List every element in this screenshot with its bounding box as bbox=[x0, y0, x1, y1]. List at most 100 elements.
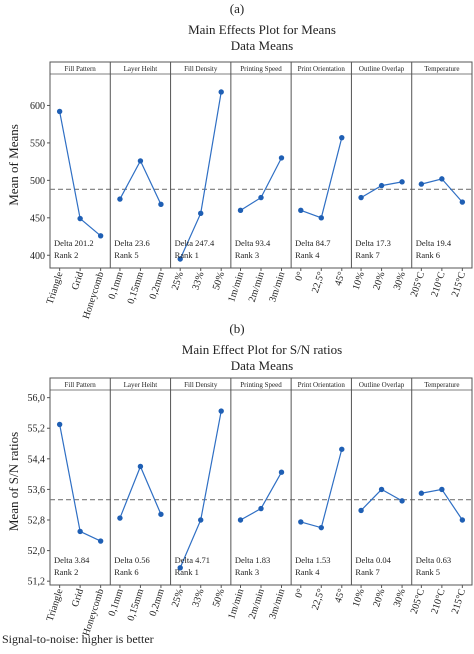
chart-subtitle: Data Means bbox=[231, 358, 293, 373]
factor-name: Temperature bbox=[424, 65, 459, 73]
data-point bbox=[378, 182, 385, 189]
factor-name: Fill Density bbox=[184, 65, 218, 73]
rank-annotation: Rank 4 bbox=[295, 250, 320, 260]
rank-annotation: Rank 2 bbox=[54, 250, 78, 260]
x-tick-label: 205°C bbox=[409, 270, 427, 298]
series-line bbox=[240, 157, 283, 211]
data-point bbox=[218, 89, 224, 95]
y-tick-label: 54,4 bbox=[28, 454, 46, 465]
x-tick-label: 210°C bbox=[429, 587, 447, 615]
y-tick-label: 55,2 bbox=[28, 424, 46, 435]
x-tick-label: 50% bbox=[211, 588, 227, 609]
data-point bbox=[439, 176, 445, 182]
delta-annotation: Delta 1.53 bbox=[295, 555, 330, 565]
x-tick-label: 3m/min bbox=[267, 588, 287, 621]
x-tick-label: 20% bbox=[371, 271, 387, 292]
y-tick-label: 52,8 bbox=[28, 516, 46, 527]
factor-name: Fill Pattern bbox=[64, 381, 96, 389]
x-tick-label: 210°C bbox=[429, 270, 447, 298]
x-tick-label: Grid bbox=[70, 588, 86, 609]
factor-name: Printing Speed bbox=[240, 381, 282, 389]
factor-panel: Outline Overlap 10% 20% 30% Delta 0.04 Rank 7 bbox=[351, 378, 412, 608]
x-tick-label: 1m/min bbox=[226, 271, 246, 304]
rank-annotation: Rank 1 bbox=[175, 567, 199, 577]
x-tick-label: 25% bbox=[170, 588, 186, 609]
data-point bbox=[198, 517, 204, 523]
data-point bbox=[459, 199, 466, 205]
data-point bbox=[278, 155, 285, 161]
delta-annotation: Delta 0.04 bbox=[355, 555, 391, 565]
x-tick-label: 0,2mm bbox=[148, 270, 167, 300]
x-tick-label: 20% bbox=[371, 588, 387, 609]
x-tick-label: 0,1mm bbox=[107, 270, 126, 300]
data-point bbox=[237, 517, 244, 523]
data-point bbox=[198, 210, 204, 217]
x-tick-label: Honeycomb bbox=[81, 588, 107, 638]
delta-annotation: Delta 3.84 bbox=[54, 555, 90, 565]
x-tick-label: 0,15mm bbox=[126, 270, 147, 305]
y-tick-label: 53,6 bbox=[28, 485, 46, 496]
factor-name: Printing Speed bbox=[240, 65, 282, 73]
x-tick-label: Grid bbox=[70, 271, 86, 292]
factor-name: Print Orientation bbox=[298, 381, 346, 389]
factor-panel: Temperature 205°C 210°C 215°C Delta 0.63 Rank… bbox=[409, 378, 472, 615]
factor-panel: Temperature 205°C 210°C 215°C Delta 19.4 Rank… bbox=[409, 62, 472, 298]
rank-annotation: Rank 7 bbox=[355, 250, 379, 260]
series-line bbox=[119, 159, 162, 205]
x-tick-label: 0,2mm bbox=[148, 587, 167, 617]
x-tick-label: Honeycomb bbox=[81, 271, 107, 321]
data-point bbox=[298, 519, 304, 525]
factor-name: Outline Overlap bbox=[359, 65, 405, 73]
y-axis-label: Mean of S/N ratios bbox=[6, 432, 21, 531]
rank-annotation: Rank 4 bbox=[295, 567, 320, 577]
data-point bbox=[56, 108, 63, 115]
x-tick-label: 33% bbox=[190, 271, 206, 292]
data-point bbox=[339, 134, 345, 141]
series-line bbox=[119, 464, 162, 519]
delta-annotation: Delta 84.7 bbox=[295, 238, 330, 248]
data-point bbox=[117, 515, 123, 521]
series-line bbox=[421, 178, 463, 203]
delta-annotation: Delta 4.71 bbox=[175, 555, 210, 565]
data-point bbox=[258, 505, 264, 512]
factor-name: Layer Heiht bbox=[124, 65, 158, 73]
data-point bbox=[399, 498, 405, 504]
factor-panel: Print Orientation 0° 22,5° 45° Delta 1.53 Ran… bbox=[290, 378, 352, 611]
delta-annotation: Delta 19.4 bbox=[416, 238, 452, 248]
delta-annotation: Delta 0.56 bbox=[114, 555, 149, 565]
x-tick-label: 3m/min bbox=[267, 271, 287, 304]
factor-name: Fill Density bbox=[184, 381, 218, 389]
data-point bbox=[418, 181, 425, 187]
chart-subtitle: Data Means bbox=[231, 38, 293, 53]
data-point bbox=[258, 194, 264, 201]
delta-annotation: Delta 0.63 bbox=[416, 555, 451, 565]
x-tick-label: 2m/min bbox=[247, 588, 267, 621]
x-tick-label: 0° bbox=[293, 588, 306, 600]
data-point bbox=[439, 486, 445, 493]
y-tick-label: 600 bbox=[30, 101, 45, 112]
y-tick-label: 450 bbox=[30, 213, 45, 224]
rank-annotation: Rank 2 bbox=[54, 567, 78, 577]
data-point bbox=[318, 215, 324, 221]
y-tick-label: 550 bbox=[30, 138, 45, 149]
factor-panel: Layer Heiht 0,1mm 0,15mm 0,2mm Delta 23.6 Ran… bbox=[107, 62, 171, 305]
data-point bbox=[418, 490, 425, 496]
factor-panel: Printing Speed 1m/min 2m/min 3m/min Delta 93… bbox=[226, 62, 292, 304]
delta-annotation: Delta 93.4 bbox=[235, 238, 271, 248]
x-tick-label: 0,1mm bbox=[107, 587, 126, 617]
x-tick-label: 45° bbox=[333, 588, 348, 605]
delta-annotation: Delta 17.3 bbox=[355, 238, 390, 248]
x-tick-label: 0,15mm bbox=[126, 587, 147, 622]
x-tick-label: 30% bbox=[392, 588, 408, 609]
data-point bbox=[77, 215, 83, 222]
x-tick-label: 10% bbox=[351, 271, 367, 292]
rank-annotation: Rank 5 bbox=[114, 250, 138, 260]
rank-annotation: Rank 3 bbox=[235, 250, 259, 260]
rank-annotation: Rank 6 bbox=[114, 567, 138, 577]
x-tick-label: 10% bbox=[351, 588, 367, 609]
y-tick-label: 52,0 bbox=[28, 546, 46, 557]
